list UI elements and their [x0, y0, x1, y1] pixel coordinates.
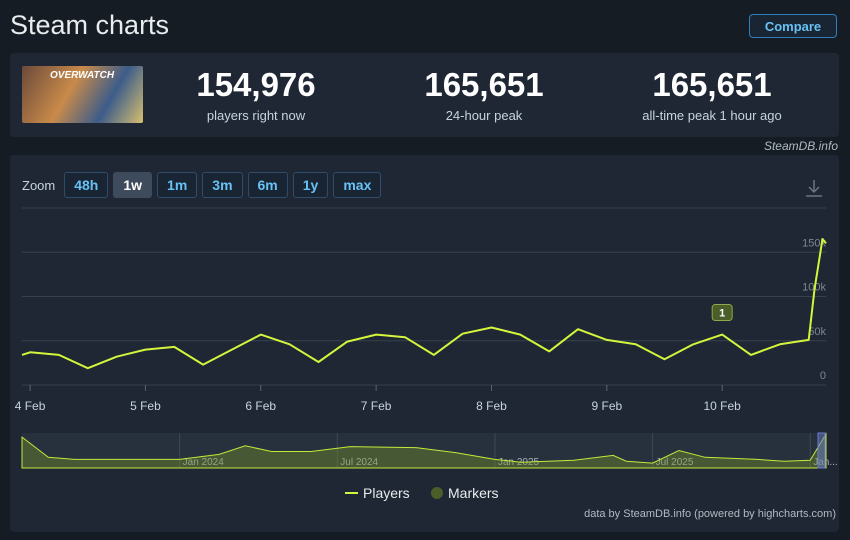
zoom-button[interactable]: 3m: [202, 172, 243, 198]
legend-swatch: [431, 487, 443, 499]
source: SteamDB.info: [763, 139, 838, 153]
navigator-handle: [817, 432, 826, 469]
stat: 165,651 all-time peak 1 hour ago: [612, 66, 812, 123]
x-tick-label: 8 Feb: [476, 399, 507, 413]
page-title: Steam charts: [10, 10, 170, 40]
zoom-button[interactable]: 1y: [292, 172, 329, 198]
navigator-tick-label: Jul 2025: [656, 457, 694, 468]
zoom-label: Zoom: [22, 177, 56, 193]
x-tick-label: 10 Feb: [704, 399, 742, 413]
x-tick-label: 4 Feb: [15, 399, 46, 413]
stats-card: [10, 53, 839, 137]
zoom-button[interactable]: 1w: [113, 172, 153, 198]
game-image: OVERWATCH: [22, 66, 143, 123]
stat-value: 154,976: [196, 66, 316, 103]
zoom-button[interactable]: 48h: [64, 172, 109, 198]
y-tick-label: 0: [820, 370, 826, 382]
zoom-button[interactable]: 1m: [157, 172, 198, 198]
compare-button[interactable]: Compare: [749, 14, 837, 38]
game-name: OVERWATCH: [50, 70, 115, 81]
navigator-tick-label: Jan 2025: [498, 457, 540, 468]
stat-label: all-time peak 1 hour ago: [642, 108, 782, 123]
x-tick-label: 5 Feb: [130, 399, 161, 413]
line: [21, 238, 827, 370]
zoom-bar: Zoom 48h 1w 1m 3m 6m 1y max: [22, 172, 382, 198]
marker-label: 1: [719, 308, 725, 320]
compare-label: Compare: [764, 18, 822, 34]
x-tick-label: 6 Feb: [245, 399, 276, 413]
chart-card: [10, 155, 839, 532]
stat: 154,976 players right now: [156, 66, 356, 123]
stat: 165,651 24-hour peak: [384, 66, 584, 123]
navigator-tick-label: Jul 2024: [340, 457, 378, 468]
stat-value: 165,651: [424, 66, 544, 103]
zoom-button[interactable]: 6m: [247, 172, 288, 198]
download-icon[interactable]: [806, 180, 822, 197]
navigator-background: [22, 433, 826, 468]
y-tick-label: 50k: [808, 326, 826, 338]
x-tick-label: 9 Feb: [591, 399, 622, 413]
stat-value: 165,651: [652, 66, 772, 103]
marker: [711, 304, 733, 322]
navigator-area: [21, 432, 827, 469]
legend-label: Players: [363, 485, 410, 501]
stat-label: players right now: [206, 108, 306, 123]
x-tick-label: 7 Feb: [361, 399, 392, 413]
zoom-button[interactable]: max: [333, 172, 382, 198]
legend-label: Markers: [448, 485, 499, 501]
credit: data by SteamDB.info (powered by highcha…: [584, 508, 836, 520]
navigator-tick-label: Jan 2024: [183, 457, 225, 468]
icon-stroke: [808, 186, 820, 194]
stat-label: 24-hour peak: [445, 108, 523, 123]
